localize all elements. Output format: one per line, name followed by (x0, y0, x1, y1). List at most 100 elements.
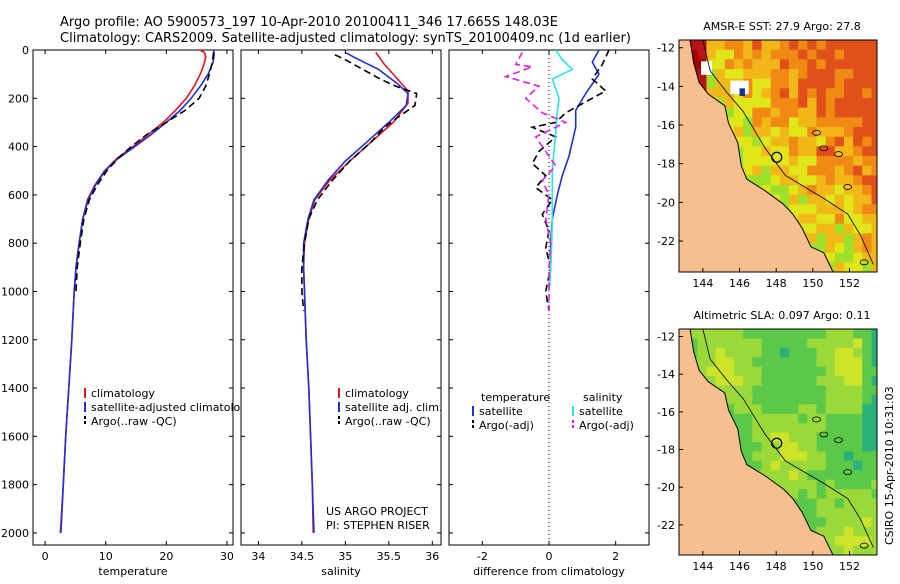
lon-tick-label: 150 (802, 277, 823, 290)
lon-tick-label: 146 (729, 560, 750, 573)
reef-outline (834, 151, 843, 157)
x-tick-label: 36 (425, 550, 439, 563)
series-line (75, 52, 215, 292)
legend-label: satellite adj. clim. (345, 401, 442, 414)
land-mass (679, 40, 834, 272)
legend-label: Argo(..raw -QC) (345, 415, 431, 428)
reef-outline (812, 416, 821, 423)
y-tick-label: 1000 (1, 285, 29, 298)
x-axis-label: difference from climatology (473, 565, 625, 578)
map-frame (678, 39, 878, 273)
lat-tick-label: -20 (657, 481, 675, 494)
reef-outline (834, 437, 843, 444)
legend-label: Argo(..raw -QC) (91, 415, 177, 428)
cold-cell (739, 88, 745, 97)
x-tick-label: 10 (99, 550, 113, 563)
lat-tick-label: -16 (657, 119, 675, 132)
side-label: CSIRO 15-Apr-2010 10:31:03 (883, 386, 896, 545)
lon-tick-label: 148 (766, 560, 787, 573)
x-tick-label: -2 (477, 550, 488, 563)
legend-label: satellite-adjusted climatolog (91, 401, 247, 414)
lat-tick-label: -14 (657, 80, 675, 93)
y-tick-label: 600 (8, 189, 29, 202)
map-frame (678, 328, 878, 556)
lon-tick-label: 148 (766, 277, 787, 290)
x-axis-label: salinity (321, 565, 361, 578)
x-tick-label: 20 (159, 550, 173, 563)
reef-outline (819, 431, 829, 438)
lon-tick-label: 146 (729, 277, 750, 290)
argo-location-marker (771, 151, 783, 163)
y-tick-label: 800 (8, 237, 29, 250)
temperature-panel: 0 200 400 600 800 1000 1200 1400 1600 1800 2000 0 10… (1, 44, 247, 578)
lat-tick-label: -22 (657, 519, 675, 532)
legend-label: satellite (579, 405, 623, 418)
legend-label: Argo(-adj) (479, 419, 534, 432)
reef-outline (859, 259, 869, 266)
x-axis-label: temperature (98, 565, 167, 578)
lon-tick-label: 152 (839, 560, 860, 573)
reef-outline (859, 542, 869, 549)
x-tick-label: 34 (251, 550, 265, 563)
reef-outline (812, 129, 821, 136)
title-line-1: Argo profile: AO 5900573_197 10-Apr-2010… (60, 15, 558, 30)
lat-tick-label: -20 (657, 196, 675, 209)
land-mass (679, 329, 834, 555)
x-tick-label: 34.5 (290, 550, 315, 563)
lat-tick-label: -18 (657, 158, 675, 171)
series-line (302, 51, 409, 533)
y-tick-label: 1400 (1, 382, 29, 395)
sla-map: 144 146 148 150 152 -12 -14 -16 -18 -20 -22 (657, 328, 878, 573)
lat-tick-label: -18 (657, 444, 675, 457)
y-tick-label: 0 (22, 44, 29, 57)
sla-map-title: Altimetric SLA: 0.097 Argo: 0.11 (693, 309, 870, 322)
x-tick-label: 0 (42, 550, 49, 563)
credit-line: US ARGO PROJECT (326, 505, 428, 518)
series-line (301, 54, 418, 311)
lat-tick-label: -12 (657, 331, 675, 344)
x-tick-label: 35.5 (377, 550, 402, 563)
y-tick-label: 1800 (1, 479, 29, 492)
credit-line: PI: STEPHEN RISER (326, 519, 430, 532)
y-tick-label: 1600 (1, 430, 29, 443)
legend-label: Argo(-adj) (579, 419, 634, 432)
x-tick-label: 35 (338, 550, 352, 563)
lat-tick-label: -12 (657, 42, 675, 55)
legend-label: satellite (479, 405, 523, 418)
plot-area (32, 49, 234, 546)
y-tick-label: 2000 (1, 527, 29, 540)
series-line (503, 52, 568, 311)
legend-title: salinity (583, 391, 623, 404)
legend-label: climatology (91, 387, 155, 400)
sst-map-title: AMSR-E SST: 27.9 Argo: 27.8 (703, 20, 861, 33)
lon-tick-label: 150 (802, 560, 823, 573)
series-line (548, 49, 574, 292)
legend-title: temperature (481, 391, 550, 404)
sst-map: 144 146 148 150 152 -12 -14 -16 -18 -20 -22 (657, 39, 878, 290)
x-tick-label: 2 (612, 550, 619, 563)
reef-outline (819, 145, 829, 152)
lat-tick-label: -16 (657, 406, 675, 419)
lon-tick-label: 152 (839, 277, 860, 290)
argo-location-marker (771, 437, 783, 449)
series-line (60, 49, 216, 533)
y-tick-label: 1200 (1, 334, 29, 347)
reef-outline (843, 184, 853, 190)
lon-tick-label: 144 (692, 277, 713, 290)
lat-tick-label: -14 (657, 368, 675, 381)
series-line (529, 49, 610, 311)
lon-tick-label: 144 (692, 560, 713, 573)
x-tick-label: 0 (546, 550, 553, 563)
y-tick-label: 400 (8, 141, 29, 154)
x-tick-label: 30 (220, 550, 234, 563)
lat-tick-label: -22 (657, 235, 675, 248)
reef-outline (843, 469, 853, 476)
series-line (548, 49, 600, 292)
plot-area (240, 49, 442, 546)
title-line-2: Climatology: CARS2009. Satellite-adjuste… (60, 31, 631, 46)
difference-panel: -2 0 2 difference from climatology temperatu… (448, 49, 650, 578)
legend-label: climatology (345, 387, 409, 400)
y-tick-label: 200 (8, 92, 29, 105)
salinity-panel: 34 34.5 35 35.5 36 salinity climatologysatelli… (240, 49, 442, 578)
